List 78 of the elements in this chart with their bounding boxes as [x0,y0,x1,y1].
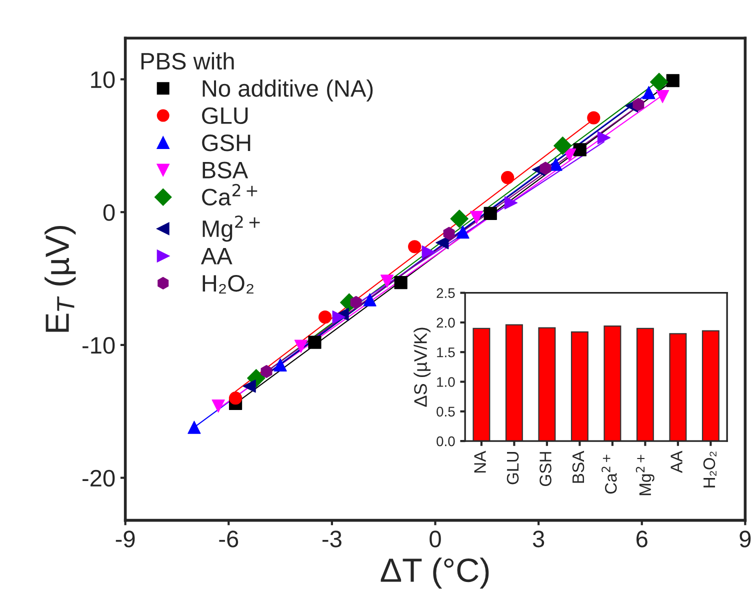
y-axis-title: E$_{T}$ (µV) [44,226,76,332]
point [228,392,242,405]
bar [702,330,720,442]
legend-label: AA [200,248,232,264]
point [540,162,552,175]
point [394,276,408,290]
point [408,240,422,254]
y-tick-label: 1.5 [437,348,455,358]
x-axis-title: ΔT (°C) [380,558,489,589]
point [587,111,600,124]
bar [538,327,556,442]
point [332,310,346,324]
point [666,74,680,88]
x-tick-label: H₂O₂ [703,452,716,488]
x-tick-label: Mg$^{2+}$ [636,454,654,496]
point [656,90,670,104]
point [188,420,201,434]
x-tick-label: GSH [540,452,552,486]
point [350,296,362,310]
legend-label: BSA [202,162,248,178]
y-tick-label: 10 [91,71,115,88]
point [484,206,497,220]
bar [636,328,654,442]
point [597,131,611,144]
point [422,245,435,259]
y-tick-label: 1.0 [437,377,455,387]
point [318,310,332,324]
x-tick-label: BSA [572,450,584,483]
x-tick-label: NA [474,450,486,473]
point [456,225,470,239]
point [242,380,256,393]
y-tick-label: -10 [82,337,115,354]
legend-title: PBS with [141,52,234,70]
point [642,86,656,100]
legend-label: H₂O₂ [202,274,254,294]
x-tick-label: AA [670,450,682,473]
legend-label: GLU [202,107,248,124]
point [274,358,287,372]
x-tick-label: -6 [219,530,238,548]
bar [505,324,523,442]
point [450,210,468,228]
point [470,210,484,224]
point [294,340,308,353]
point [380,274,394,288]
point [501,171,514,184]
point [554,136,572,155]
y-tick-label: 2.5 [436,288,455,298]
point [549,158,562,171]
legend-label: GSH [202,134,250,152]
y-tick-label: 0 [103,204,115,221]
legend-label: Mg$^{2+}$ [202,216,260,242]
x-tick-label: GLU [506,452,519,484]
point [260,364,272,378]
legend-label: No additive (NA) [202,79,373,102]
point [363,293,376,306]
point [650,72,668,92]
point [212,400,225,413]
x-tick-label: -9 [116,530,135,548]
point [573,143,586,156]
point [632,98,644,112]
legend-label: Ca$^{2+}$ [202,184,258,206]
bar [570,331,588,442]
bar [472,328,490,442]
point [443,226,455,240]
x-tick-label: Ca$^{2+}$ [602,454,617,494]
x-tick-label: 9 [740,530,751,548]
y-tick-label: -20 [82,470,115,487]
y-tick-label: 0.5 [436,406,455,417]
y-axis-title: ΔS (µV/K) [414,328,430,407]
x-tick-label: 3 [532,530,544,548]
bar [669,333,687,442]
x-tick-label: 6 [636,530,648,548]
bar [604,325,622,442]
point [308,336,322,349]
y-tick-label: 2.0 [436,318,455,328]
y-tick-label: 0.0 [436,436,455,446]
point [504,196,518,210]
x-tick-label: -3 [322,530,342,548]
